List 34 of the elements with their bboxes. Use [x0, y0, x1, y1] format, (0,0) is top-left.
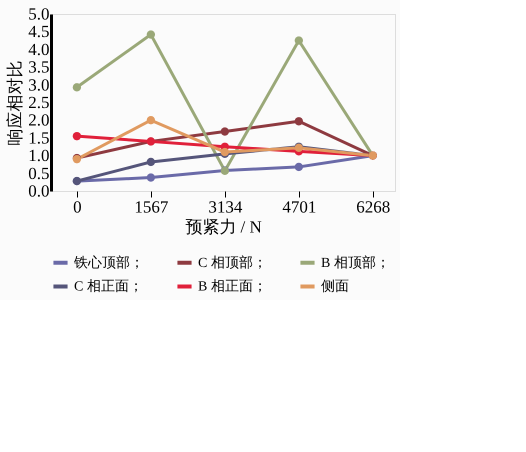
point — [220, 127, 230, 136]
point — [146, 173, 156, 182]
y-tick-label: 3.5 — [28, 58, 50, 77]
legend-label: 侧面 — [321, 278, 349, 294]
legend-label: C 相顶部； — [198, 254, 267, 271]
x-tick-label: 6268 — [356, 198, 390, 216]
y-tick-label: 1.5 — [28, 128, 50, 148]
y-tick-label: 4.5 — [28, 22, 50, 42]
y-tick-label: 4.0 — [28, 40, 50, 59]
legend-label: B 相顶部； — [321, 254, 390, 271]
point — [146, 158, 156, 166]
x-tick-label: 4701 — [282, 198, 316, 216]
point — [146, 116, 156, 124]
legend-label: B 相正面； — [198, 278, 267, 294]
x-tick-label: 3134 — [208, 198, 243, 216]
point — [294, 117, 304, 126]
legend-label: 铁心顶部； — [73, 254, 144, 271]
point — [294, 36, 304, 45]
point — [294, 162, 304, 172]
y-axis-title: 响应相对比 — [5, 60, 24, 146]
x-axis-title: 预紧力 / N — [185, 218, 262, 236]
y-tick-label: 2.0 — [28, 110, 50, 130]
x-tick-label: 0 — [73, 198, 82, 216]
y-tick-label: 1.0 — [28, 146, 50, 166]
y-tick-label: 0.0 — [28, 182, 50, 200]
y-tick-label: 2.5 — [28, 93, 50, 112]
point — [146, 30, 156, 39]
x-tick-label: 1567 — [134, 198, 169, 216]
y-tick-label: 0.5 — [28, 164, 50, 183]
point — [72, 83, 82, 92]
y-tick-label: 3.0 — [28, 75, 50, 94]
legend-label: C 相正面； — [74, 278, 143, 294]
point — [72, 132, 82, 140]
y-tick-label: 5.0 — [28, 4, 50, 24]
